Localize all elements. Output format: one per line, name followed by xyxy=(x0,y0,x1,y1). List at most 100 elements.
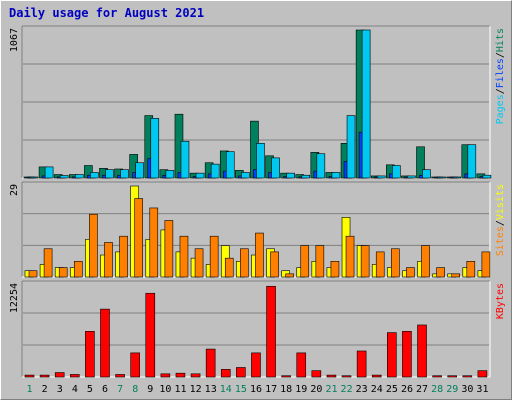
x-tick-day-6: 6 xyxy=(102,384,108,395)
bar-kbytes-day-11 xyxy=(175,372,186,378)
legend-part: Visits xyxy=(495,184,506,220)
bar-pages-day-7 xyxy=(120,169,129,179)
x-tick-day-22: 22 xyxy=(341,384,353,395)
bar-pages-day-24 xyxy=(376,175,386,179)
bar-pages-day-11 xyxy=(180,140,190,179)
x-tick-day-9: 9 xyxy=(147,384,153,395)
bar-pages-day-6 xyxy=(105,169,114,179)
bar-sites-day-1 xyxy=(28,270,38,278)
legend-part: Hits xyxy=(495,28,506,52)
bar-pages-day-8 xyxy=(135,162,144,179)
bar-kbytes-day-3 xyxy=(54,372,65,378)
bar-kbytes-day-22 xyxy=(341,375,352,378)
bar-pages-day-15 xyxy=(241,172,250,179)
bar-sites-day-26 xyxy=(406,267,415,278)
bar-pages-day-10 xyxy=(165,170,175,179)
y-max-label: 12254 xyxy=(9,283,20,313)
bar-kbytes-day-1 xyxy=(24,374,35,378)
bar-pages-day-19 xyxy=(301,174,311,179)
bar-sites-day-10 xyxy=(164,220,174,278)
bar-pages-day-27 xyxy=(422,169,431,179)
legend-part: KBytes xyxy=(495,283,506,319)
y-max-label: 1067 xyxy=(9,28,20,52)
x-tick-day-14: 14 xyxy=(220,384,232,395)
x-tick-day-23: 23 xyxy=(356,384,368,395)
bar-kbytes-day-12 xyxy=(190,373,201,378)
legend-part: / xyxy=(495,52,506,58)
legend-part: Sites xyxy=(495,226,506,256)
bar-kbytes-day-24 xyxy=(371,374,382,378)
bar-sites-day-13 xyxy=(209,235,219,278)
bar-sites-day-3 xyxy=(58,267,68,278)
bar-pages-day-22 xyxy=(346,115,356,179)
x-tick-day-7: 7 xyxy=(117,384,123,395)
bar-kbytes-day-18 xyxy=(281,375,291,378)
bar-sites-day-27 xyxy=(421,245,430,278)
bar-kbytes-day-5 xyxy=(85,331,95,378)
bar-kbytes-day-4 xyxy=(69,374,80,378)
bar-kbytes-day-29 xyxy=(447,375,458,378)
bar-sites-day-2 xyxy=(43,248,53,278)
bar-sites-day-28 xyxy=(436,267,445,278)
bar-pages-day-18 xyxy=(286,172,295,179)
bar-sites-day-14 xyxy=(224,257,234,278)
x-tick-day-10: 10 xyxy=(159,384,171,395)
bar-sites-day-9 xyxy=(149,207,159,278)
bar-sites-day-25 xyxy=(391,248,400,278)
y-max-label: 29 xyxy=(9,184,20,196)
bar-kbytes-day-31 xyxy=(477,370,488,378)
x-tick-day-25: 25 xyxy=(386,384,398,395)
bar-kbytes-day-23 xyxy=(356,350,367,378)
legend-part: / xyxy=(495,88,506,94)
x-tick-day-11: 11 xyxy=(174,384,186,395)
bar-sites-day-30 xyxy=(466,261,476,278)
x-tick-day-31: 31 xyxy=(476,384,488,395)
bar-pages-day-4 xyxy=(74,174,84,179)
x-tick-day-2: 2 xyxy=(42,384,48,395)
bar-kbytes-day-30 xyxy=(462,375,473,378)
x-tick-day-27: 27 xyxy=(416,384,428,395)
bar-pages-day-9 xyxy=(150,118,160,179)
bar-sites-day-20 xyxy=(315,245,325,278)
bar-pages-day-14 xyxy=(225,151,235,179)
bar-kbytes-day-7 xyxy=(115,374,125,378)
bar-pages-day-31 xyxy=(482,174,492,179)
x-tick-day-26: 26 xyxy=(401,384,413,395)
bar-sites-day-5 xyxy=(89,213,98,278)
bar-kbytes-day-19 xyxy=(296,352,307,378)
bar-sites-day-18 xyxy=(285,273,294,278)
bar-sites-day-16 xyxy=(255,232,264,278)
x-tick-day-8: 8 xyxy=(132,384,138,395)
x-tick-day-24: 24 xyxy=(371,384,383,395)
bar-sites-day-23 xyxy=(360,245,370,278)
bar-pages-day-13 xyxy=(210,163,220,179)
bar-pages-day-12 xyxy=(195,172,205,179)
bar-kbytes-day-28 xyxy=(432,375,442,378)
x-tick-day-18: 18 xyxy=(280,384,292,395)
bar-pages-day-16 xyxy=(256,143,265,179)
bar-pages-day-5 xyxy=(90,172,99,179)
bar-sites-day-19 xyxy=(300,245,310,278)
x-tick-day-21: 21 xyxy=(325,384,337,395)
bar-kbytes-day-13 xyxy=(205,348,216,378)
bar-sites-day-21 xyxy=(330,261,340,278)
bar-sites-day-22 xyxy=(345,235,355,278)
bar-sites-day-6 xyxy=(104,242,113,278)
chart-title: Daily usage for August 2021 xyxy=(9,6,205,20)
bar-sites-day-15 xyxy=(240,248,249,278)
bar-sites-day-11 xyxy=(179,235,189,278)
bar-kbytes-day-20 xyxy=(311,370,322,378)
bar-sites-day-7 xyxy=(119,235,128,278)
legend-part: Files xyxy=(495,58,506,88)
bar-sites-day-4 xyxy=(73,261,83,278)
x-tick-day-5: 5 xyxy=(87,384,93,395)
x-tick-day-29: 29 xyxy=(446,384,458,395)
bar-pages-day-30 xyxy=(467,144,477,179)
bar-kbytes-day-14 xyxy=(220,369,231,378)
bar-sites-day-31 xyxy=(481,251,491,278)
bar-kbytes-day-9 xyxy=(145,292,156,378)
bar-kbytes-day-6 xyxy=(100,308,110,378)
bar-sites-day-24 xyxy=(375,251,385,278)
x-tick-day-15: 15 xyxy=(235,384,247,395)
